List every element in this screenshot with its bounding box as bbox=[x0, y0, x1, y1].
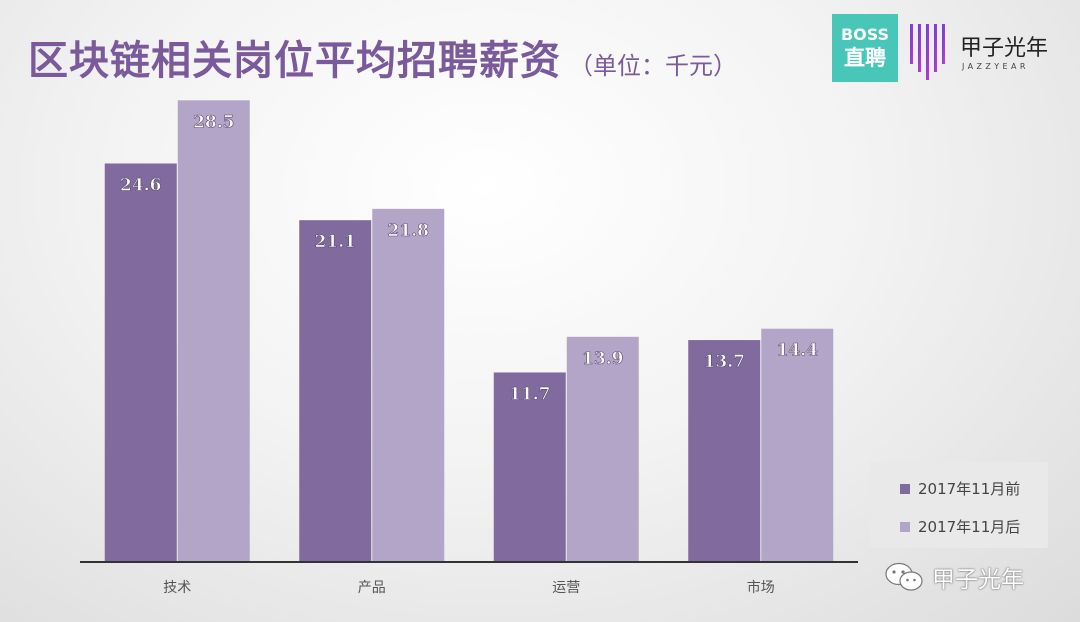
legend-label-series1: 2017年11月前 bbox=[918, 480, 1021, 498]
bar-技术-series1 bbox=[104, 163, 177, 563]
legend-label-series2: 2017年11月后 bbox=[918, 518, 1021, 536]
watermark-text: 甲子光年 bbox=[932, 567, 1024, 593]
jazzyear-mark-icon bbox=[910, 24, 945, 80]
x-tick-label-技术: 技术 bbox=[163, 580, 191, 596]
jazzyear-logo: 甲子光年 JAZZYEAR bbox=[908, 18, 1058, 80]
bar-运营-series1 bbox=[493, 372, 566, 562]
title-block: 区块链相关岗位平均招聘薪资 （单位：千元） bbox=[28, 28, 737, 86]
bar-运营-series2 bbox=[566, 336, 639, 562]
jazzyear-logo-en: JAZZYEAR bbox=[962, 62, 1029, 71]
x-tick-label-产品: 产品 bbox=[358, 580, 386, 596]
wechat-watermark: 甲子光年 bbox=[884, 560, 1024, 594]
bar-产品-series1 bbox=[299, 220, 372, 562]
boss-logo-line1: BOSS bbox=[840, 25, 890, 44]
data-label-市场-series2: 14.4 bbox=[777, 341, 819, 361]
data-label-市场-series1: 13.7 bbox=[704, 352, 745, 372]
data-label-技术-series2: 28.5 bbox=[193, 112, 234, 132]
legend-swatch-series2 bbox=[900, 521, 910, 532]
legend: 2017年11月前 2017年11月后 bbox=[870, 462, 1048, 548]
bar-市场-series2 bbox=[761, 328, 834, 562]
legend-item-series2: 2017年11月后 bbox=[900, 516, 1020, 537]
boss-logo-line2: 直聘 bbox=[844, 46, 886, 70]
x-tick-label-市场: 市场 bbox=[747, 579, 775, 596]
chart-title: 区块链相关岗位平均招聘薪资 bbox=[28, 38, 561, 84]
data-label-产品-series1: 21.1 bbox=[315, 232, 356, 252]
data-label-产品-series2: 21.8 bbox=[388, 221, 429, 241]
chart-subtitle: （单位：千元） bbox=[569, 52, 737, 80]
data-label-运营-series1: 11.7 bbox=[509, 384, 550, 404]
bar-技术-series2 bbox=[177, 100, 250, 563]
legend-item-series1: 2017年11月前 bbox=[900, 478, 1020, 499]
bar-产品-series2 bbox=[372, 208, 445, 562]
wechat-icon bbox=[885, 562, 923, 591]
data-label-技术-series1: 24.6 bbox=[120, 175, 161, 195]
bar-市场-series1 bbox=[688, 340, 761, 562]
boss-logo: BOSS 直聘 bbox=[832, 14, 898, 82]
data-label-运营-series2: 13.9 bbox=[582, 349, 623, 369]
jazzyear-logo-cn: 甲子光年 bbox=[960, 36, 1049, 61]
x-tick-label-运营: 运营 bbox=[552, 580, 580, 596]
legend-swatch-series1 bbox=[900, 483, 910, 494]
